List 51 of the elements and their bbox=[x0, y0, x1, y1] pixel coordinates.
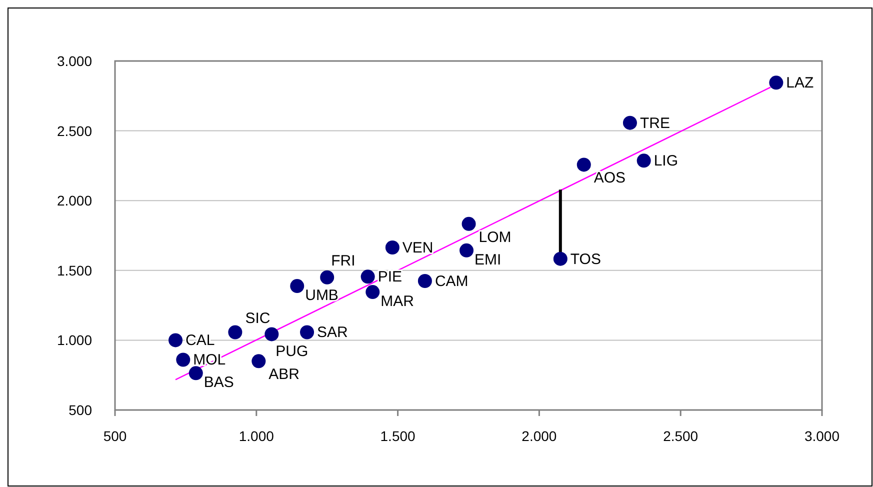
x-tick-label: 3.000 bbox=[804, 428, 840, 444]
point bbox=[769, 76, 784, 90]
x-tick-label: 2.000 bbox=[522, 428, 557, 444]
annotation: ABR bbox=[268, 366, 300, 384]
point bbox=[385, 240, 400, 255]
point bbox=[462, 216, 476, 231]
point bbox=[290, 279, 304, 294]
point bbox=[460, 243, 474, 258]
y-tick-label: 2.500 bbox=[56, 122, 92, 139]
annotation: LAZ bbox=[786, 74, 814, 92]
y-tick-label: 1.000 bbox=[56, 332, 92, 348]
annotation: EMI bbox=[474, 251, 502, 268]
point bbox=[188, 366, 203, 380]
annotation: PIE bbox=[378, 268, 402, 286]
annotation: LOM bbox=[478, 228, 512, 246]
point bbox=[176, 352, 190, 367]
point bbox=[366, 285, 380, 300]
point bbox=[576, 158, 591, 172]
point bbox=[553, 252, 568, 266]
annotation: BAS bbox=[204, 374, 234, 392]
annotation: PUG bbox=[276, 343, 308, 360]
point bbox=[300, 325, 314, 340]
annotation: VEN bbox=[402, 240, 434, 257]
point bbox=[360, 270, 375, 284]
point bbox=[622, 116, 637, 130]
point bbox=[228, 325, 242, 340]
annotation: CAL bbox=[186, 332, 215, 350]
y-tick-label: 1.500 bbox=[56, 262, 92, 278]
y-tick-label: 500 bbox=[68, 402, 92, 418]
annotation: FRI bbox=[331, 252, 356, 270]
point bbox=[636, 154, 651, 168]
annotation: TRE bbox=[640, 114, 670, 132]
annotation: UMB bbox=[305, 287, 338, 304]
x-tick-label: 1.500 bbox=[380, 428, 416, 444]
annotation: SAR bbox=[317, 324, 348, 342]
x-tick-label: 500 bbox=[103, 428, 127, 444]
point bbox=[418, 274, 432, 288]
annotation: MAR bbox=[380, 293, 414, 310]
annotation: CAM bbox=[434, 273, 468, 290]
x-tick-label: 1.000 bbox=[238, 428, 274, 444]
y-tick-label: 2.000 bbox=[56, 192, 92, 209]
point bbox=[264, 327, 279, 342]
annotation: SIC bbox=[245, 310, 270, 328]
annotation: LIG bbox=[654, 152, 678, 170]
annotation: AOS bbox=[594, 170, 626, 187]
point bbox=[320, 270, 334, 284]
y-tick-label: 3.000 bbox=[56, 53, 92, 69]
point bbox=[252, 354, 266, 368]
x-tick-label: 2.500 bbox=[663, 428, 698, 444]
point bbox=[168, 333, 183, 348]
annotation: TOS bbox=[570, 250, 601, 268]
